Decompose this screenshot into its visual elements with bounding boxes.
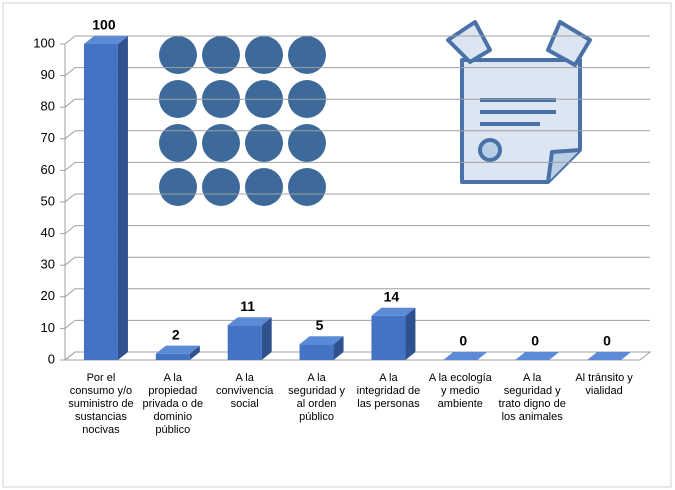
x-tick-label: A la seguridad y al orden público [288, 372, 345, 423]
y-tick-label: 70 [41, 130, 55, 145]
bar [227, 317, 272, 360]
x-tick-label: A la seguridad y trato digno de los anim… [498, 372, 566, 423]
y-tick-label: 60 [41, 162, 55, 177]
value-label: 0 [603, 333, 611, 349]
grid-wall [64, 98, 76, 108]
x-tick-label: Por el consumo y/o suministro de sustanc… [68, 372, 134, 436]
grid-wall [64, 193, 76, 203]
bar-side [117, 36, 128, 360]
y-tick-label: 40 [41, 225, 55, 240]
y-tick-label: 20 [41, 288, 55, 303]
bar-front [83, 44, 118, 360]
bar-side [261, 317, 272, 360]
bar [299, 336, 344, 360]
bar-top [83, 36, 128, 44]
value-label: 2 [172, 326, 180, 342]
grid-wall [64, 67, 76, 76]
bar-front [227, 325, 262, 360]
floor [63, 351, 652, 361]
bar-side [405, 307, 416, 360]
x-tick-label: A la integridad de las personas [356, 372, 421, 410]
grid-wall [64, 225, 76, 234]
grid-wall [64, 320, 76, 329]
y-tick-label: 90 [41, 67, 55, 82]
bar-top [227, 317, 272, 326]
value-label: 11 [240, 298, 255, 314]
grid-wall [64, 351, 76, 361]
value-label: 100 [92, 17, 116, 33]
y-tick-label: 80 [41, 99, 55, 114]
y-tick-label: 10 [41, 320, 55, 335]
bar-front [371, 315, 406, 360]
value-label: 14 [384, 288, 400, 304]
bar-front [155, 353, 190, 360]
value-label: 0 [531, 333, 539, 349]
bar-front [299, 344, 334, 360]
x-tick-label: A la ecología y medio ambiente [428, 372, 492, 410]
x-tick-label: A la propiedad privada o de dominio públ… [142, 372, 204, 436]
grid-wall [64, 256, 76, 266]
x-tick-label: Al tránsito y vialidad [575, 372, 633, 397]
bar-top [371, 307, 416, 316]
bar-top [299, 336, 344, 345]
y-tick-label: 50 [41, 193, 55, 208]
bar [515, 352, 560, 360]
grid-wall [64, 35, 76, 45]
bar [155, 345, 200, 360]
x-tick-label: A la convivencia social [215, 372, 274, 410]
bar-top [155, 345, 200, 354]
y-tick-label: 100 [33, 35, 55, 50]
grid-wall [64, 162, 76, 171]
y-tick-label: 30 [41, 257, 55, 272]
bar [371, 307, 416, 360]
bar-top [515, 352, 560, 360]
value-label: 0 [459, 333, 467, 349]
bar-side [189, 345, 200, 360]
bar [443, 352, 488, 360]
grid-wall [64, 130, 76, 140]
bar-top [587, 352, 632, 360]
bar [83, 36, 128, 360]
grid-wall [64, 288, 76, 298]
bar [587, 352, 632, 360]
certificate-icon [446, 20, 592, 184]
value-label: 5 [316, 317, 324, 333]
bar-top [443, 352, 488, 360]
bar-side [333, 336, 344, 360]
y-tick-label: 0 [48, 351, 55, 366]
